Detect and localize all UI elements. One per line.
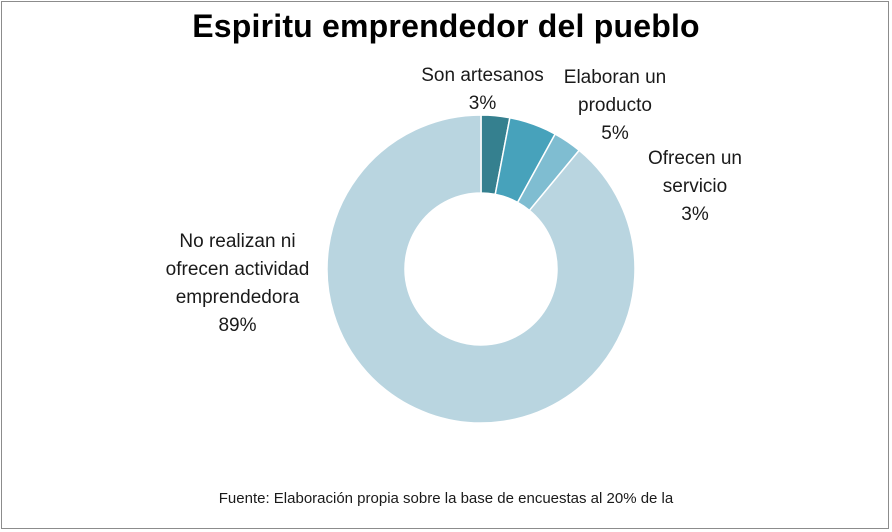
donut-slice-4 xyxy=(326,114,636,424)
chart-title: Espiritu emprendedor del pueblo xyxy=(192,8,700,44)
data-label-elaboran-producto: Elaboran un producto 5% xyxy=(563,67,667,144)
data-label-no-emprendedora: No realizan ni ofrecen actividad emprend… xyxy=(165,231,310,336)
source-note: Fuente: Elaboración propia sobre la base… xyxy=(218,490,674,507)
data-label-son-artesanos: Son artesanos 3% xyxy=(421,65,544,114)
data-label-ofrecen-servicio: Ofrecen un servicio 3% xyxy=(648,148,742,225)
